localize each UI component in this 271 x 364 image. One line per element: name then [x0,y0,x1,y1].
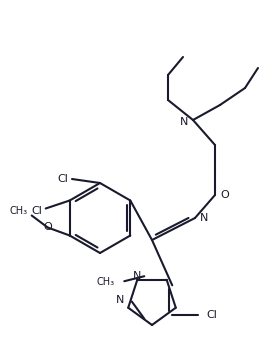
Text: CH₃: CH₃ [96,277,114,287]
Text: CH₃: CH₃ [9,206,28,215]
Text: Cl: Cl [31,206,42,215]
Text: N: N [116,295,124,305]
Text: O: O [220,190,229,200]
Text: N: N [133,271,141,281]
Text: N: N [200,213,208,223]
Text: Cl: Cl [57,174,69,184]
Text: Cl: Cl [206,310,217,320]
Text: N: N [180,117,188,127]
Text: O: O [43,222,52,233]
